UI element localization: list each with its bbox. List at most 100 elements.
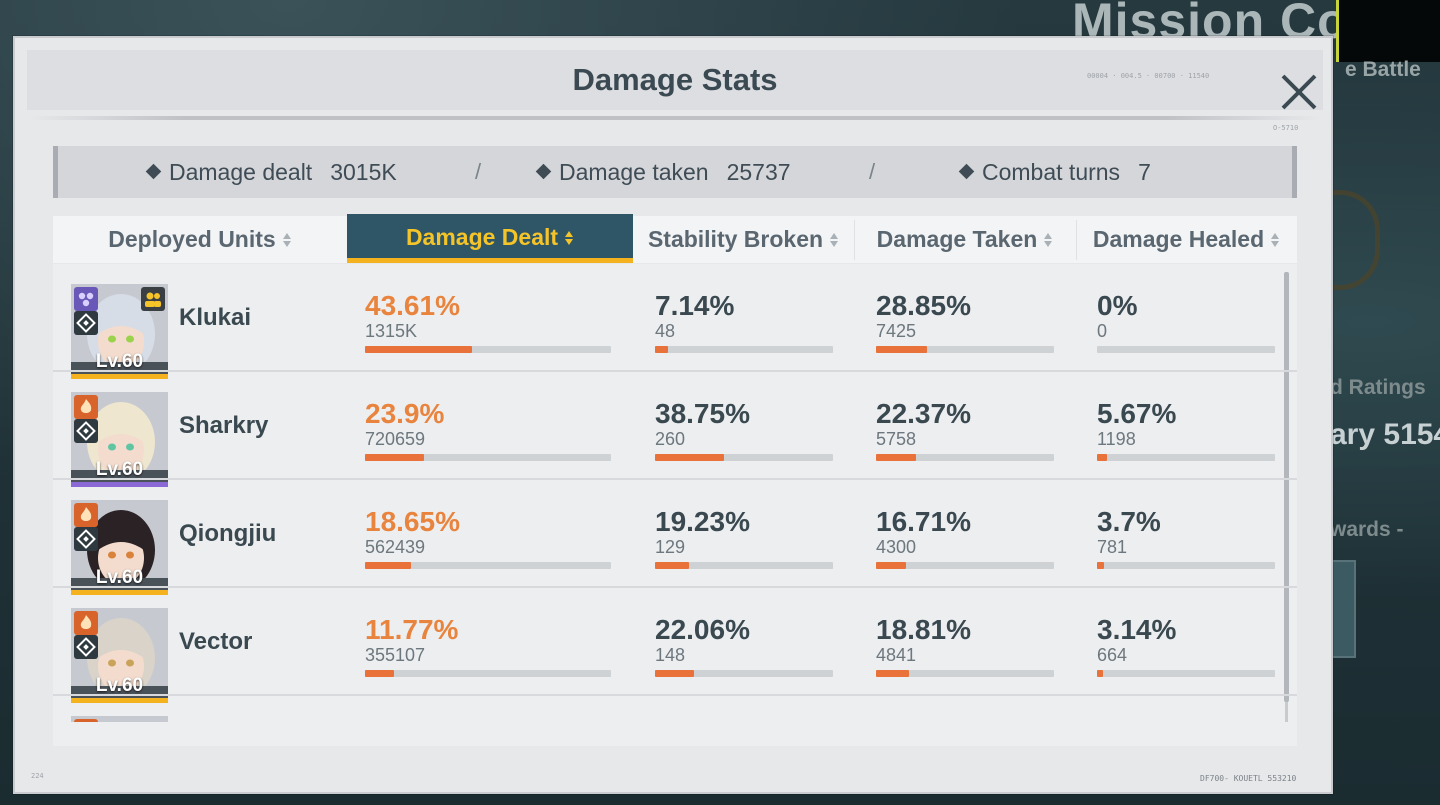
damage-healed-bar (1097, 562, 1275, 569)
sort-icon (1270, 232, 1280, 248)
unit-portrait[interactable]: Lv.60 (71, 392, 168, 487)
character-portrait-icon (71, 500, 168, 595)
summary-combat-turns-label: Combat turns (982, 159, 1121, 185)
unit-portrait[interactable]: Lv.60 (71, 500, 168, 595)
summary-damage-dealt-label: Damage dealt (169, 159, 313, 185)
scrollbar-thumb[interactable] (1284, 272, 1289, 702)
row-divider (53, 478, 1297, 480)
tab-damage-taken[interactable]: Damage Taken (854, 216, 1076, 263)
damage-taken-percent: 28.85% (876, 290, 971, 321)
stability-broken-value: 129 (655, 537, 686, 557)
damage-dealt-value: 562439 (365, 537, 426, 557)
unit-portrait[interactable]: Lv.60 (71, 284, 168, 379)
class-diamond-icon (74, 311, 98, 335)
stat-damage-taken: 22.37% 5758 (876, 397, 1054, 461)
summary-damage-taken-label: Damage taken (559, 159, 709, 185)
unit-row[interactable]: Lv.60 Sharkry 23.9% 720659 38.75% 260 22.37% 57… (53, 372, 1297, 487)
damage-healed-percent: 0% (1097, 290, 1138, 321)
summary-damage-dealt-value: 3015K (330, 159, 397, 185)
stability-broken-percent: 22.06% (655, 614, 750, 645)
unit-stats-list[interactable]: Lv.60 Klukai 43.61% 1315K 7.14% 48 28.85% 7425 0… (53, 264, 1297, 746)
damage-taken-bar (876, 562, 1054, 569)
summary-combat-turns-value: 7 (1138, 159, 1151, 185)
damage-healed-value: 781 (1097, 537, 1128, 557)
stability-broken-bar-fill (655, 454, 724, 461)
fire-element-icon (74, 395, 98, 419)
bg-rewards-label: wards - (1330, 518, 1404, 541)
unit-portrait[interactable]: Lv.60 (71, 608, 168, 703)
unit-row[interactable]: Lv.60 Klukai 43.61% 1315K 7.14% 48 28.85% 7425 0… (53, 264, 1297, 379)
damage-healed-value: 664 (1097, 645, 1128, 665)
summary-bar: Damage dealt 3015K / Damage taken 25737 / … (53, 146, 1297, 198)
dialog-header: Damage Stats 00004 · 004.5 · 00700 · 115… (27, 50, 1323, 110)
damage-taken-bar-fill (876, 346, 928, 353)
damage-taken-bar-fill (876, 454, 916, 461)
stat-damage-dealt: 43.61% 1315K (365, 289, 611, 353)
tab-damage-healed[interactable]: Damage Healed (1076, 216, 1297, 263)
diamond-icon (535, 163, 552, 180)
unit-level: Lv.60 (95, 567, 144, 588)
damage-healed-percent: 5.67% (1097, 398, 1177, 429)
rarity-strip (71, 590, 168, 595)
tab-stability-broken[interactable]: Stability Broken (633, 216, 854, 263)
damage-dealt-bar (365, 670, 611, 677)
tab-divider (854, 220, 855, 260)
diamond-icon (958, 163, 975, 180)
summary-damage-taken-value: 25737 (726, 159, 791, 185)
footer-code: DF700- KOUETL 553210 (1200, 774, 1297, 783)
unit-name: Vector (179, 628, 253, 655)
summary-combat-turns: Combat turns 7 (958, 146, 1151, 198)
damage-healed-value: 1198 (1097, 429, 1136, 449)
damage-dealt-bar (365, 454, 611, 461)
sort-icon (282, 232, 292, 248)
damage-healed-percent: 3.7% (1097, 506, 1161, 537)
damage-dealt-value: 1315K (365, 321, 418, 341)
bg-ratings-label: d Ratings (1330, 376, 1426, 399)
damage-taken-percent: 18.81% (876, 614, 971, 645)
stat-damage-taken: 28.85% 7425 (876, 289, 1054, 353)
damage-dealt-percent: 11.77% (365, 614, 459, 645)
damage-dealt-value: 355107 (365, 645, 426, 665)
damage-taken-percent: 16.71% (876, 506, 971, 537)
stability-broken-bar (655, 670, 833, 677)
damage-taken-value: 7425 (876, 321, 917, 341)
damage-taken-value: 5758 (876, 429, 917, 449)
stability-broken-value: 48 (655, 321, 676, 341)
stat-stability-broken: 7.14% 48 (655, 289, 833, 353)
summary-separator: / (475, 159, 482, 184)
close-button[interactable] (1277, 70, 1321, 114)
row-divider (53, 370, 1297, 372)
stat-damage-healed: 0% 0 (1097, 289, 1275, 353)
stat-damage-healed: 3.7% 781 (1097, 505, 1275, 569)
stat-damage-taken: 18.81% 4841 (876, 613, 1054, 677)
stability-broken-percent: 38.75% (655, 398, 750, 429)
tab-damage-dealt[interactable]: Damage Dealt (347, 214, 633, 263)
tab-deployed-units[interactable]: Deployed Units (53, 216, 347, 263)
damage-healed-value: 0 (1097, 321, 1108, 341)
stat-damage-healed: 5.67% 1198 (1097, 397, 1275, 461)
dialog-title: Damage Stats (572, 62, 778, 97)
unit-name: Klukai (179, 304, 252, 331)
stat-stability-broken: 38.75% 260 (655, 397, 833, 461)
unit-row[interactable]: Lv.60 Vector 11.77% 355107 22.06% 148 18.81% 48… (53, 588, 1297, 703)
damage-stats-dialog: Damage Stats 00004 · 004.5 · 00700 · 115… (13, 36, 1333, 794)
close-icon (1281, 74, 1317, 110)
unit-row[interactable]: Lv.60 Qiongjiu 18.65% 562439 19.23% 129 16.71%… (53, 480, 1297, 595)
damage-taken-value: 4841 (876, 645, 917, 665)
summary-damage-dealt: Damage dealt 3015K (145, 146, 397, 198)
rarity-strip (71, 698, 168, 703)
damage-dealt-bar-fill (365, 346, 473, 353)
stat-damage-dealt: 23.9% 720659 (365, 397, 611, 461)
damage-dealt-bar (365, 562, 611, 569)
bg-subtitle: e Battle (1345, 58, 1421, 81)
fire-element-icon (74, 503, 98, 527)
damage-dealt-bar-fill (365, 670, 394, 677)
class-diamond-icon (74, 419, 98, 443)
stability-broken-bar (655, 562, 833, 569)
damage-dealt-bar-fill (365, 562, 411, 569)
stat-damage-dealt: 11.77% 355107 (365, 613, 611, 677)
bg-score-label: ary 5154 (1330, 418, 1440, 451)
left-code: 224 (31, 772, 44, 780)
unit-level: Lv.60 (95, 675, 144, 696)
damage-dealt-percent: 23.9% (365, 398, 445, 429)
